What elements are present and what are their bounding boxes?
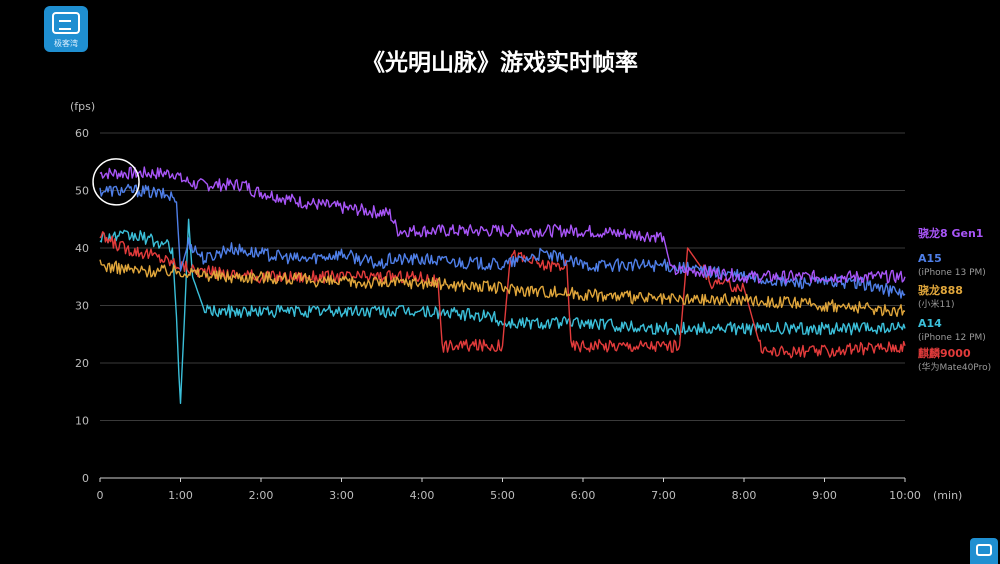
x-tick-label: 10:00 <box>889 489 921 502</box>
legend-label: 麒麟9000 <box>918 346 971 360</box>
corner-logo-icon <box>970 538 998 564</box>
y-tick-label: 40 <box>75 242 89 255</box>
y-tick-label: 30 <box>75 300 89 313</box>
series-line <box>99 183 906 299</box>
chart-title: 《光明山脉》游戏实时帧率 <box>362 49 638 76</box>
legend-label: A14 <box>918 317 942 330</box>
logo-glyph-icon <box>52 12 80 34</box>
x-tick-label: 9:00 <box>812 489 837 502</box>
y-tick-label: 10 <box>75 415 89 428</box>
logo-text: 极客湾 <box>54 39 78 48</box>
y-tick-label: 60 <box>75 127 89 140</box>
x-tick-label: 4:00 <box>410 489 435 502</box>
legend-sublabel: (华为Mate40Pro) <box>918 361 991 373</box>
legend-label: 骁龙8 Gen1 <box>918 226 983 240</box>
legend-sublabel: (iPhone 12 PM) <box>918 333 986 343</box>
series-line <box>99 259 906 317</box>
highlight-circle <box>92 158 140 206</box>
y-axis-label: (fps) <box>70 100 95 113</box>
x-tick-label: 7:00 <box>651 489 676 502</box>
x-tick-label: 8:00 <box>732 489 757 502</box>
y-tick-label: 20 <box>75 357 89 370</box>
legend-label: A15 <box>918 252 942 265</box>
x-axis-label: (min) <box>933 489 962 502</box>
series-line <box>99 166 906 284</box>
y-tick-label: 50 <box>75 185 89 198</box>
x-tick-label: 6:00 <box>571 489 596 502</box>
x-tick-label: 1:00 <box>168 489 193 502</box>
series-line <box>99 231 906 359</box>
legend-sublabel: (小米11) <box>918 298 954 310</box>
y-tick-label: 0 <box>82 472 89 485</box>
series-line <box>99 218 906 404</box>
legend-sublabel: (iPhone 13 PM) <box>918 268 986 278</box>
x-tick-label: 2:00 <box>249 489 274 502</box>
legend-label: 骁龙888 <box>918 283 963 297</box>
brand-logo: 极客湾 <box>44 6 88 52</box>
x-tick-label: 0 <box>97 489 104 502</box>
x-tick-label: 3:00 <box>329 489 354 502</box>
x-tick-label: 5:00 <box>490 489 515 502</box>
